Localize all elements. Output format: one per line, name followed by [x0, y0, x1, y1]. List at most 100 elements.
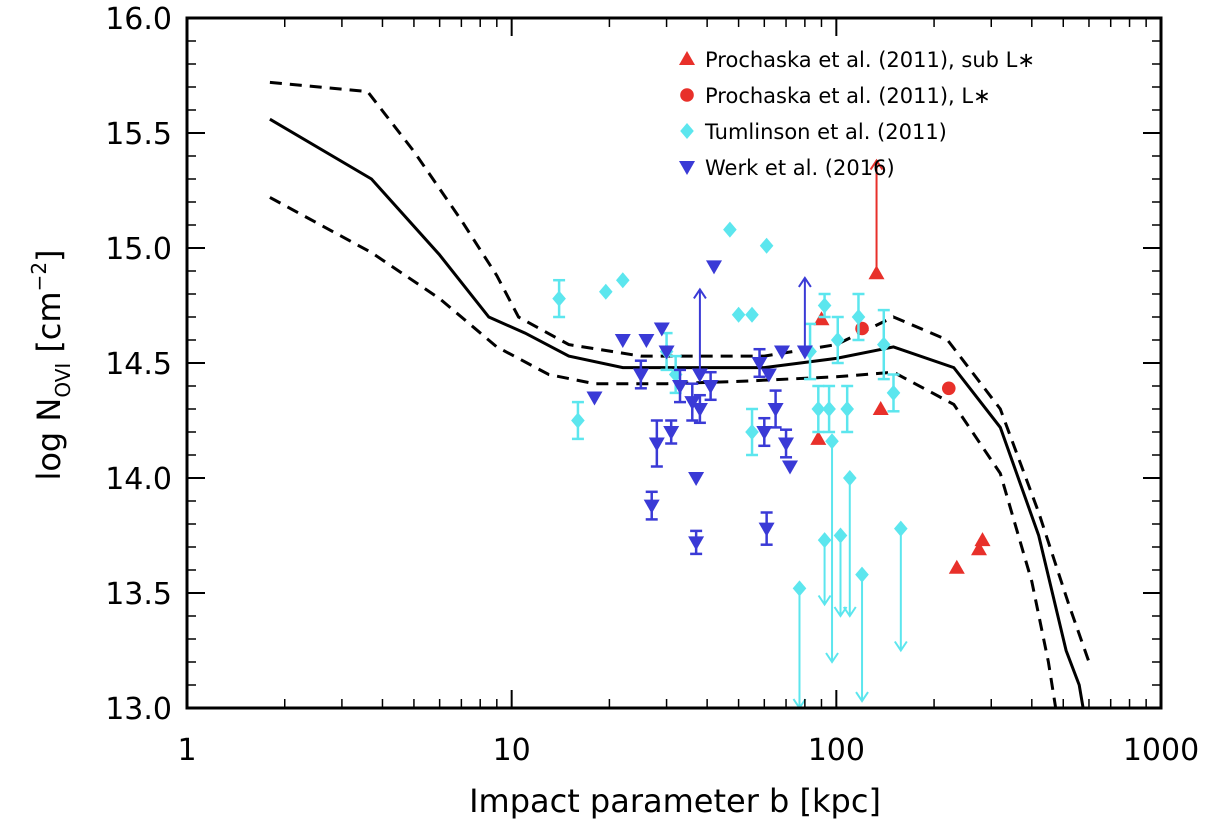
data-point — [616, 272, 630, 289]
data-point — [877, 336, 891, 353]
model-dashed-line — [269, 80, 1091, 663]
model-median-line — [269, 117, 1085, 708]
data-point — [886, 384, 901, 401]
data-point — [614, 334, 631, 348]
data-point — [756, 426, 773, 440]
series-3 — [586, 260, 813, 556]
data-point — [833, 527, 848, 544]
data-point — [648, 437, 665, 452]
data-point — [792, 580, 807, 597]
data-point — [688, 536, 705, 551]
data-point — [688, 472, 705, 486]
data-point — [758, 522, 775, 537]
limit-arrowhead — [817, 594, 832, 607]
legend-marker — [680, 123, 694, 139]
y-tick-label: 14.0 — [105, 462, 172, 497]
x-tick-label: 100 — [808, 733, 865, 768]
data-point — [702, 380, 719, 394]
data-point — [571, 412, 585, 429]
legend-label: Tumlinson et al. (2011) — [704, 120, 947, 144]
data-point — [830, 332, 845, 348]
data-point — [782, 460, 798, 475]
data-point — [796, 345, 813, 360]
legend-marker — [680, 88, 694, 102]
data-point — [760, 368, 777, 383]
limit-arrowhead — [855, 691, 869, 703]
data-point — [774, 345, 790, 360]
data-point — [843, 470, 857, 486]
data-point — [825, 433, 839, 450]
data-point — [813, 311, 830, 326]
data-point — [552, 290, 566, 307]
data-point — [855, 566, 869, 583]
x-tick-label: 10 — [493, 733, 531, 768]
legend: Prochaska et al. (2011), sub L∗ Prochaska… — [679, 48, 1035, 180]
data-point — [948, 559, 965, 574]
limit-arrowhead — [869, 158, 884, 171]
y-axis-title: log NOVI[cm−2] — [27, 249, 75, 480]
data-point — [971, 541, 987, 556]
limit-arrowhead — [693, 287, 707, 299]
data-point — [840, 401, 854, 417]
data-point — [872, 401, 889, 415]
limit-arrowhead — [893, 640, 908, 653]
series-0 — [810, 158, 991, 574]
x-tick-label: 1 — [177, 733, 196, 768]
legend-marker — [679, 51, 695, 65]
limit-arrowhead — [825, 652, 839, 664]
y-tick-label: 15.0 — [105, 232, 172, 267]
legend-item: Prochaska et al. (2011), L∗ — [680, 84, 991, 108]
legend-item: Werk et al. (2016) — [679, 156, 895, 180]
data-point — [632, 368, 649, 383]
data-point — [706, 260, 722, 275]
y-tick-label: 13.5 — [105, 577, 172, 612]
series-1 — [855, 321, 956, 396]
data-point — [868, 265, 885, 280]
y-tick-label: 13.0 — [105, 692, 172, 727]
data-point — [817, 532, 832, 549]
legend-marker — [679, 161, 695, 175]
data-point — [653, 322, 670, 337]
limit-arrowhead — [798, 276, 812, 288]
limit-arrowhead — [842, 606, 857, 618]
data-point — [851, 309, 866, 325]
legend-label: Prochaska et al. (2011), sub L∗ — [705, 48, 1035, 72]
plot-frame — [185, 16, 1163, 710]
data-point — [691, 368, 708, 383]
x-axis-title: Impact parameter b [kpc] — [469, 782, 881, 820]
legend-item: Prochaska et al. (2011), sub L∗ — [679, 48, 1035, 72]
y-tick-label: 15.5 — [105, 117, 172, 152]
data-point — [731, 306, 746, 323]
data-point — [672, 380, 688, 394]
data-point — [745, 424, 759, 440]
data-point — [751, 357, 768, 371]
data-point — [759, 237, 774, 254]
data-point — [941, 381, 956, 396]
data-point — [974, 532, 991, 547]
data-point — [691, 403, 708, 417]
data-point — [723, 221, 737, 238]
data-point — [822, 401, 836, 417]
legend-label: Werk et al. (2016) — [705, 156, 895, 180]
data-point — [811, 401, 826, 417]
data-point — [643, 499, 660, 514]
data-point — [894, 520, 908, 537]
series-2 — [552, 221, 908, 708]
data-point — [810, 430, 827, 445]
data-point — [745, 306, 759, 323]
data-point — [599, 283, 613, 300]
legend-item: Tumlinson et al. (2011) — [680, 120, 947, 144]
data-point — [663, 426, 680, 440]
model-dashed-line — [269, 196, 1058, 708]
x-tick-label: 1000 — [1123, 733, 1199, 768]
data-point — [767, 403, 784, 417]
y-tick-label: 16.0 — [105, 2, 172, 37]
y-tick-label: 14.5 — [105, 347, 172, 382]
data-point — [586, 391, 603, 406]
data-point — [638, 334, 655, 348]
data-point — [778, 437, 794, 452]
data-point — [817, 297, 832, 314]
limit-arrowhead — [833, 606, 848, 618]
data-point — [658, 345, 675, 360]
